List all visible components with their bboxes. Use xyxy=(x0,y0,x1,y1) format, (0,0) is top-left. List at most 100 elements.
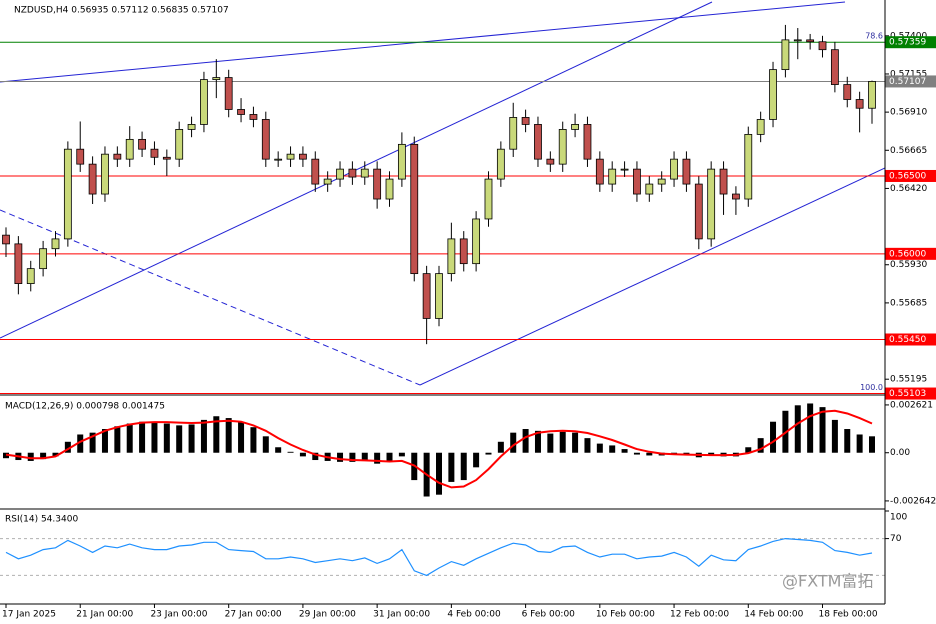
macd-bar xyxy=(633,452,640,455)
x-tick-label: 10 Feb 00:00 xyxy=(596,610,655,620)
candle-body xyxy=(496,148,505,180)
level-label: 0.56000 xyxy=(889,249,926,259)
macd-bar xyxy=(522,429,529,453)
candle-body xyxy=(212,77,221,80)
macd-bar xyxy=(337,452,344,462)
candle-body xyxy=(26,268,35,284)
candle-body xyxy=(323,178,332,185)
level-label: 0.55103 xyxy=(889,389,926,399)
macd-bar xyxy=(101,429,108,453)
macd-bar xyxy=(213,416,220,453)
macd-bar xyxy=(485,452,492,455)
candle-body xyxy=(744,133,753,200)
level-label: 0.57359 xyxy=(889,38,926,48)
macd-bar xyxy=(448,452,455,482)
candle-body xyxy=(422,273,431,319)
macd-bar xyxy=(398,452,405,457)
candle-body xyxy=(113,153,122,160)
macd-bar xyxy=(794,405,801,453)
candle-body xyxy=(397,143,406,180)
level-box xyxy=(885,36,936,49)
rsi-line xyxy=(5,537,873,577)
macd-bar xyxy=(572,432,579,453)
macd-bar xyxy=(52,452,59,457)
candle-body xyxy=(76,148,85,165)
macd-bar xyxy=(534,430,541,453)
x-tick-label: 14 Feb 00:00 xyxy=(744,610,803,620)
macd-bar xyxy=(361,452,368,461)
x-tick-label: 31 Jan 00:00 xyxy=(373,610,430,620)
candle-body xyxy=(868,81,876,109)
macd-bar xyxy=(869,436,875,453)
macd-bar xyxy=(275,447,282,453)
macd-bar xyxy=(807,403,814,453)
level-label: 0.57107 xyxy=(889,77,926,87)
macd-signal xyxy=(5,409,873,489)
x-tick-label: 18 Feb 00:00 xyxy=(819,610,878,620)
candle-body xyxy=(150,148,159,158)
macd-bar xyxy=(139,421,146,453)
macd-bar xyxy=(460,452,467,481)
macd-bar xyxy=(584,438,591,453)
macd-bar xyxy=(386,452,393,462)
candle-body xyxy=(101,153,109,195)
x-tick-label: 6 Feb 00:00 xyxy=(522,610,576,620)
candle-body xyxy=(571,124,579,130)
macd-bar xyxy=(856,434,863,453)
candle-body xyxy=(138,138,146,150)
candle-body xyxy=(348,168,357,178)
candle-body xyxy=(682,158,691,185)
candle-body xyxy=(274,158,283,161)
macd-bar xyxy=(287,451,294,453)
macd-bar xyxy=(89,432,96,453)
y-tick-label: 0.55930 xyxy=(890,260,927,270)
candle-body xyxy=(558,129,567,165)
candle-body xyxy=(769,69,777,120)
candle-body xyxy=(175,129,184,160)
y-tick-label: 100 xyxy=(890,513,907,523)
macd-bar xyxy=(559,431,566,453)
macd-bar xyxy=(510,432,517,453)
candle-body xyxy=(732,193,740,200)
candle-body xyxy=(521,117,530,125)
candle-body xyxy=(620,168,629,171)
macd-bar xyxy=(188,424,195,453)
macd-bar xyxy=(27,452,34,461)
candle-body xyxy=(843,84,852,100)
macd-bar xyxy=(225,418,232,453)
macd-bar xyxy=(844,429,851,453)
candle-body xyxy=(162,156,171,160)
trend-line xyxy=(419,167,885,386)
candle-body xyxy=(286,153,295,160)
candle-body xyxy=(781,39,790,71)
macd-bar xyxy=(497,441,504,453)
watermark: @FXTM富拓 xyxy=(782,572,873,591)
macd-bar xyxy=(114,426,121,453)
macd-bar xyxy=(64,441,71,453)
candle-body xyxy=(224,77,233,110)
macd-bar xyxy=(40,452,47,460)
macd-bar xyxy=(547,433,554,453)
candle-body xyxy=(311,158,320,185)
x-tick-label: 21 Jan 00:00 xyxy=(76,610,133,620)
level-box xyxy=(885,75,936,88)
candle-body xyxy=(51,238,60,250)
candle-body xyxy=(373,168,382,200)
candle-body xyxy=(39,248,48,270)
level-box xyxy=(885,247,936,260)
candle-body xyxy=(756,119,765,135)
macd-bar xyxy=(200,419,207,453)
y-tick-label: 0.56910 xyxy=(890,108,927,118)
candle-body xyxy=(435,273,443,319)
macd-bar xyxy=(238,421,245,453)
y-tick-label: 0.55195 xyxy=(890,375,927,385)
candle-body xyxy=(509,117,518,150)
candle-body xyxy=(793,39,802,42)
candle-body xyxy=(657,178,666,185)
macd-bar xyxy=(609,445,616,453)
level-label: 0.56500 xyxy=(889,171,926,181)
macd-bar xyxy=(374,452,381,464)
level-box xyxy=(885,387,936,400)
x-tick-label: 17 Jan 2025 xyxy=(2,610,56,620)
